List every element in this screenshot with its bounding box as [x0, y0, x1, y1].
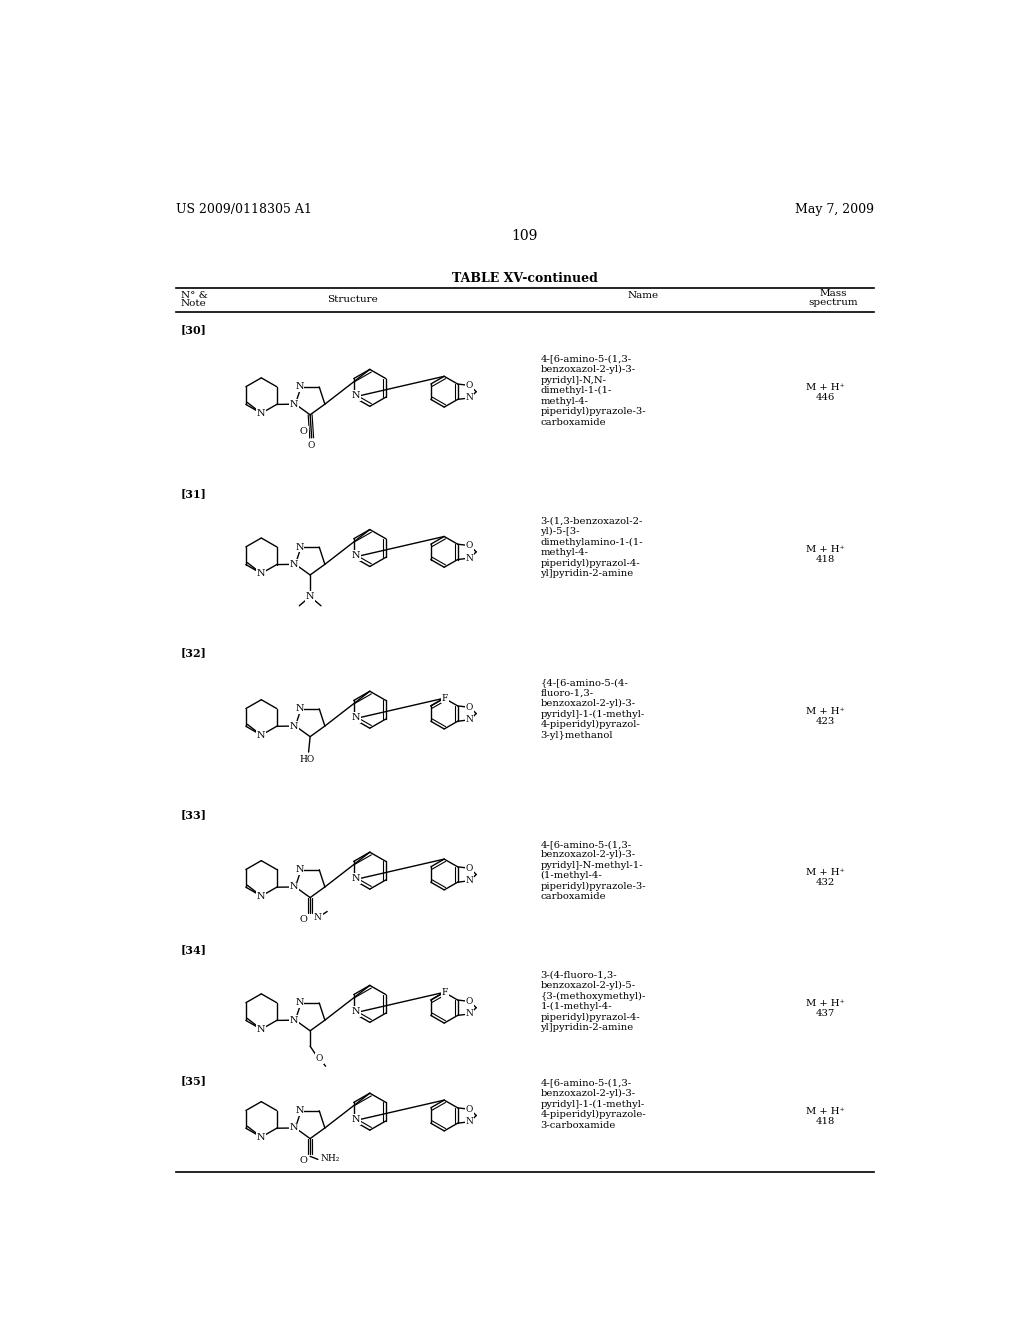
Text: O: O [466, 1105, 473, 1114]
Text: F: F [441, 694, 447, 702]
Text: O: O [315, 1055, 324, 1063]
Text: [34]: [34] [180, 944, 207, 954]
Text: Name: Name [628, 290, 658, 300]
Text: 4-[6-amino-5-(1,3-
benzoxazol-2-yl)-3-
pyridyl]-N,N-
dimethyl-1-(1-
methyl-4-
pi: 4-[6-amino-5-(1,3- benzoxazol-2-yl)-3- p… [541, 355, 646, 426]
Text: N: N [290, 1123, 298, 1133]
Text: N: N [465, 876, 473, 886]
Text: F: F [441, 987, 447, 997]
Text: N: N [465, 715, 473, 725]
Text: N: N [257, 1133, 265, 1142]
Text: N: N [352, 391, 360, 400]
Text: 446: 446 [816, 393, 836, 403]
Text: M + H⁺: M + H⁺ [806, 869, 845, 878]
Text: N: N [465, 393, 473, 403]
Text: N: N [295, 705, 304, 713]
Text: M + H⁺: M + H⁺ [806, 383, 845, 392]
Text: N: N [352, 713, 360, 722]
Text: N: N [290, 560, 298, 569]
Text: [32]: [32] [180, 647, 207, 659]
Text: N: N [352, 1115, 360, 1123]
Text: N° &: N° & [180, 290, 208, 300]
Text: 418: 418 [816, 1117, 836, 1126]
Text: N: N [295, 998, 304, 1007]
Text: M + H⁺: M + H⁺ [806, 706, 845, 715]
Text: N: N [352, 1007, 360, 1016]
Text: N: N [290, 722, 298, 730]
Text: N: N [257, 731, 265, 739]
Text: [31]: [31] [180, 488, 207, 499]
Text: O: O [466, 381, 473, 389]
Text: M + H⁺: M + H⁺ [806, 1107, 845, 1115]
Text: TABLE XV-continued: TABLE XV-continued [452, 272, 598, 285]
Text: 437: 437 [816, 1010, 836, 1018]
Text: [33]: [33] [180, 809, 207, 820]
Text: N: N [257, 569, 265, 578]
Text: N: N [352, 552, 360, 560]
Text: N: N [290, 400, 298, 409]
Text: N: N [314, 913, 322, 923]
Text: [30]: [30] [180, 323, 207, 335]
Text: N: N [290, 1015, 298, 1024]
Text: N: N [295, 543, 304, 552]
Text: M + H⁺: M + H⁺ [806, 545, 845, 554]
Text: O: O [300, 915, 308, 924]
Text: Note: Note [180, 298, 207, 308]
Text: M + H⁺: M + H⁺ [806, 999, 845, 1008]
Text: NH₂: NH₂ [321, 1154, 340, 1163]
Text: 432: 432 [816, 878, 836, 887]
Text: O: O [466, 997, 473, 1006]
Text: O: O [308, 441, 315, 450]
Text: N: N [465, 553, 473, 562]
Text: O: O [466, 541, 473, 550]
Text: [35]: [35] [180, 1074, 207, 1085]
Text: 418: 418 [816, 554, 836, 564]
Text: Mass: Mass [819, 289, 847, 298]
Text: N: N [257, 409, 265, 417]
Text: 4-[6-amino-5-(1,3-
benzoxazol-2-yl)-3-
pyridyl]-N-methyl-1-
(1-methyl-4-
piperid: 4-[6-amino-5-(1,3- benzoxazol-2-yl)-3- p… [541, 840, 646, 902]
Text: HO: HO [299, 755, 314, 764]
Text: N: N [352, 874, 360, 883]
Text: N: N [257, 891, 265, 900]
Text: N: N [465, 1010, 473, 1018]
Text: 3-(4-fluoro-1,3-
benzoxazol-2-yl)-5-
{3-(methoxymethyl)-
1-(1-methyl-4-
piperidy: 3-(4-fluoro-1,3- benzoxazol-2-yl)-5- {3-… [541, 970, 646, 1032]
Text: Structure: Structure [328, 294, 378, 304]
Text: O: O [466, 863, 473, 873]
Text: 109: 109 [512, 230, 538, 243]
Text: N: N [295, 865, 304, 874]
Text: N: N [465, 1117, 473, 1126]
Text: O: O [300, 428, 308, 436]
Text: 3-(1,3-benzoxazol-2-
yl)-5-[3-
dimethylamino-1-(1-
methyl-4-
piperidyl)pyrazol-4: 3-(1,3-benzoxazol-2- yl)-5-[3- dimethyla… [541, 516, 643, 578]
Text: 423: 423 [816, 717, 836, 726]
Text: N: N [295, 1106, 304, 1115]
Text: N: N [295, 383, 304, 392]
Text: N: N [290, 883, 298, 891]
Text: {4-[6-amino-5-(4-
fluoro-1,3-
benzoxazol-2-yl)-3-
pyridyl]-1-(1-methyl-
4-piperi: {4-[6-amino-5-(4- fluoro-1,3- benzoxazol… [541, 678, 644, 739]
Text: O: O [300, 1156, 308, 1164]
Text: spectrum: spectrum [808, 298, 858, 306]
Text: O: O [466, 704, 473, 711]
Text: N: N [306, 593, 314, 601]
Text: US 2009/0118305 A1: US 2009/0118305 A1 [176, 203, 312, 216]
Text: N: N [257, 1024, 265, 1034]
Text: 4-[6-amino-5-(1,3-
benzoxazol-2-yl)-3-
pyridyl]-1-(1-methyl-
4-piperidyl)pyrazol: 4-[6-amino-5-(1,3- benzoxazol-2-yl)-3- p… [541, 1078, 646, 1130]
Text: May 7, 2009: May 7, 2009 [795, 203, 873, 216]
